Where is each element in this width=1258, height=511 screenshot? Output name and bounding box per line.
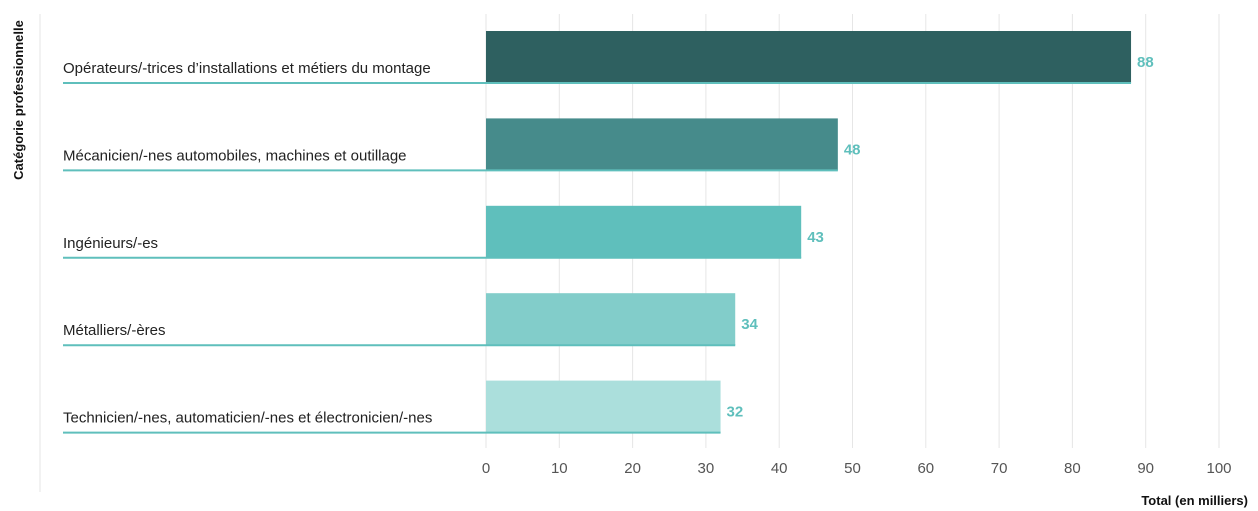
bar-row: Technicien/-nes, automaticien/-nes et él… [63,380,744,434]
category-label: Ingénieurs/-es [63,235,158,252]
x-tick-label: 0 [482,460,490,477]
category-label: Métalliers/-ères [63,322,166,339]
x-tick-label: 90 [1137,460,1154,477]
category-label: Opérateurs/-trices d’installations et mé… [63,60,431,77]
bar-row: Mécanicien/-nes automobiles, machines et… [63,118,861,172]
bar-rows: Opérateurs/-trices d’installations et mé… [63,31,1154,434]
x-tick-label: 80 [1064,460,1081,477]
x-tick-label: 50 [844,460,861,477]
x-tick-labels: 0 10 20 30 40 50 60 70 80 90 100 [482,460,1232,477]
x-tick-label: 30 [698,460,715,477]
category-label: Technicien/-nes, automaticien/-nes et él… [63,410,432,427]
x-tick-label: 20 [624,460,641,477]
value-label: 43 [807,229,824,246]
bar-row: Opérateurs/-trices d’installations et mé… [63,31,1154,84]
x-tick-label: 10 [551,460,568,477]
bar-row: Métalliers/-ères 34 [63,293,759,347]
value-label: 32 [727,404,744,421]
bar [486,31,1132,83]
bar [486,118,838,171]
x-tick-label: 70 [991,460,1008,477]
x-tick-label: 100 [1206,460,1231,477]
x-axis-title: Total (en milliers) [1141,493,1248,508]
value-label: 34 [741,316,758,333]
category-label: Mécanicien/-nes automobiles, machines et… [63,147,407,164]
value-label: 88 [1137,54,1154,71]
x-tick-label: 40 [771,460,788,477]
x-tick-label: 60 [917,460,934,477]
value-label: 48 [844,141,861,158]
bar [486,205,802,258]
y-axis-title: Catégorie professionnelle [11,20,26,180]
bar-row: Ingénieurs/-es 43 [63,205,824,259]
bar [486,293,736,346]
bar [486,380,721,433]
